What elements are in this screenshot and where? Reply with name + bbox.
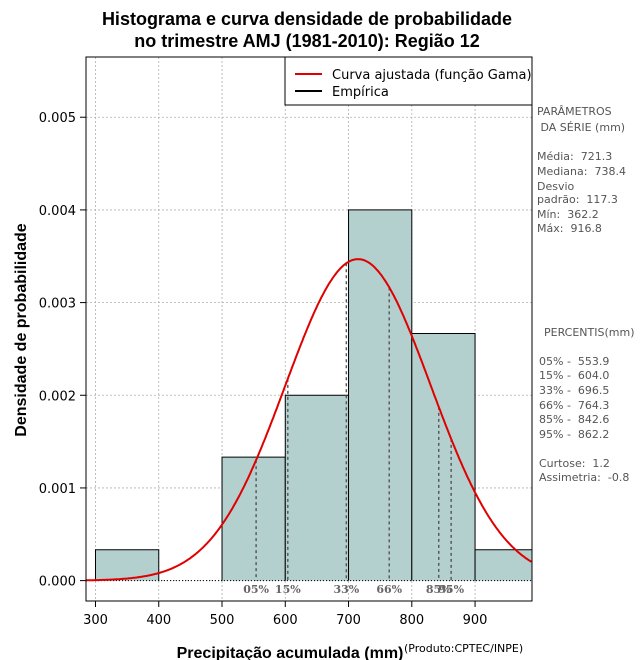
stat-max: Máx: 916.8 — [537, 222, 602, 235]
percentil-85: 85% - 842.6 — [539, 413, 609, 426]
stat-min: Mín: 362.2 — [537, 208, 599, 221]
params-title-2: DA SÉRIE (mm) — [537, 121, 625, 134]
x-tick-label: 900 — [463, 613, 488, 628]
y-tick-label: 0.000 — [39, 575, 76, 590]
x-tick-label: 700 — [336, 613, 361, 628]
stat-sd-value: padrão: 117.3 — [537, 193, 618, 206]
stat-kurtosis: Curtose: 1.2 — [539, 457, 610, 470]
percentil-05: 05% - 553.9 — [539, 355, 609, 368]
y-axis-label: Densidade de probabilidade — [13, 223, 30, 436]
percentis-title: PERCENTIS(mm) — [544, 326, 635, 339]
x-tick-label: 300 — [83, 613, 108, 628]
y-tick-label: 0.001 — [39, 482, 76, 497]
percentile-label: 15% — [275, 583, 301, 596]
percentil-15: 15% - 604.0 — [539, 369, 609, 382]
stat-skewness: Assimetria: -0.8 — [539, 471, 629, 484]
histogram-bar-outline — [474, 549, 532, 581]
percentile-label: 66% — [376, 583, 402, 596]
legend: Curva ajustada (função Gama) Empírica — [284, 56, 533, 106]
percentil-95: 95% - 862.2 — [539, 428, 609, 441]
histogram-bars — [86, 209, 532, 582]
fitted-curve-layer — [86, 258, 532, 582]
percentil-66: 66% - 764.3 — [539, 399, 609, 412]
histogram-bar — [348, 209, 412, 581]
x-tick-label: 800 — [399, 613, 424, 628]
percentile-label: 95% — [438, 583, 464, 596]
y-tick-label: 0.005 — [39, 111, 76, 126]
x-tick-label: 500 — [210, 613, 235, 628]
credit-text: (Produto:CPTEC/INPE) — [404, 642, 523, 655]
histogram-bar — [222, 457, 286, 581]
fitted-gamma-curve — [86, 258, 532, 582]
x-tick-label: 400 — [146, 613, 171, 628]
y-tick-label: 0.002 — [39, 389, 76, 404]
legend-label-empirical: Empírica — [332, 85, 389, 100]
stat-median: Mediana: 738.4 — [537, 165, 626, 178]
percentil-33: 33% - 696.5 — [539, 384, 609, 397]
percentile-label: 33% — [333, 583, 359, 596]
chart-title-line-2: no trimestre AMJ (1981-2010): Região 12 — [134, 31, 479, 51]
stat-sd-label: Desvio — [537, 180, 575, 193]
histogram-bar-outline — [411, 332, 476, 581]
percentile-lines: 05% 15% 33% 66% 85%95% — [243, 263, 465, 596]
percentile-label: 05% — [243, 583, 269, 596]
chart-title-line-1: Histograma e curva densidade de probabil… — [102, 9, 512, 29]
histogram-bar — [285, 395, 349, 581]
y-tick-label: 0.004 — [39, 204, 76, 219]
side-panel: PARÂMETROS DA SÉRIE (mm) Média: 721.3 Me… — [537, 105, 635, 484]
percentile-label: 85% — [426, 583, 452, 596]
legend-box — [284, 56, 533, 106]
y-tick-label: 0.003 — [39, 297, 76, 312]
histogram-bar-outline — [94, 549, 160, 581]
params-title-1: PARÂMETROS — [537, 105, 612, 118]
stat-mean: Média: 721.3 — [537, 150, 612, 163]
histogram-bar — [475, 549, 532, 581]
histogram-bar — [411, 333, 476, 581]
x-axis-label: Precipitação acumulada (mm) — [177, 645, 404, 660]
legend-label-curve: Curva ajustada (função Gama) — [332, 68, 532, 83]
x-tick-label: 600 — [273, 613, 298, 628]
